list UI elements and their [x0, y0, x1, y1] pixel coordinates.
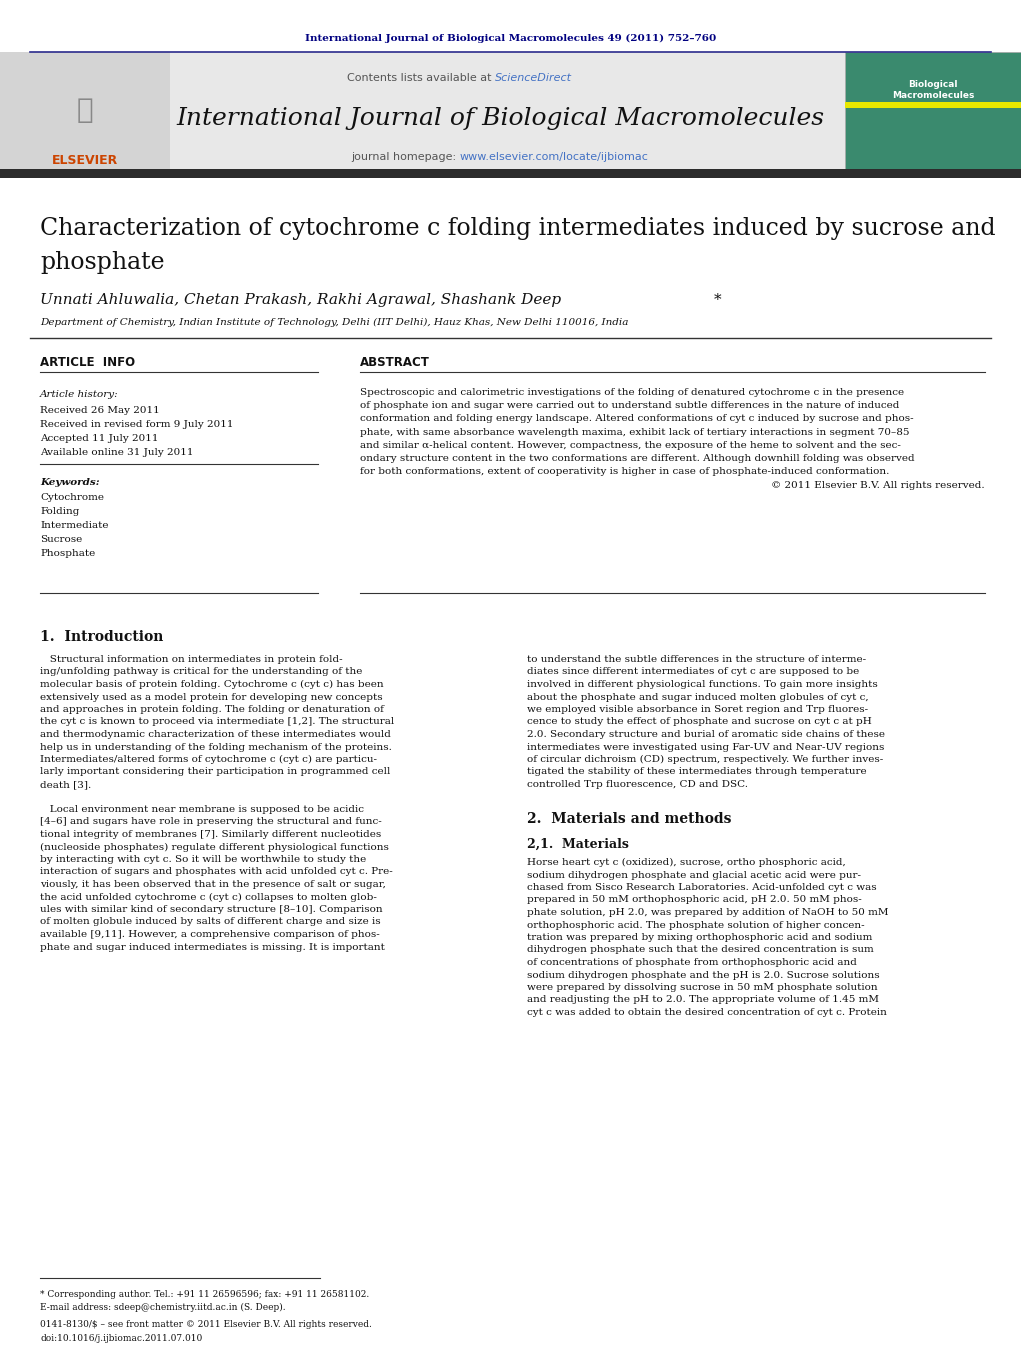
Text: Spectroscopic and calorimetric investigations of the folding of denatured cytoch: Spectroscopic and calorimetric investiga… [360, 388, 905, 397]
Text: Cytochrome: Cytochrome [40, 493, 104, 503]
Text: 1.  Introduction: 1. Introduction [40, 630, 163, 644]
Text: E-mail address: sdeep@chemistry.iitd.ac.in (S. Deep).: E-mail address: sdeep@chemistry.iitd.ac.… [40, 1302, 286, 1312]
Bar [845, 51, 1021, 176]
Text: ules with similar kind of secondary structure [8–10]. Comparison: ules with similar kind of secondary stru… [40, 905, 383, 915]
Text: 2,1.  Materials: 2,1. Materials [527, 838, 629, 851]
Text: cyt c was added to obtain the desired concentration of cyt c. Protein: cyt c was added to obtain the desired co… [527, 1008, 887, 1017]
Text: about the phosphate and sugar induced molten globules of cyt c,: about the phosphate and sugar induced mo… [527, 693, 869, 701]
Text: International Journal of Biological Macromolecules: International Journal of Biological Macr… [176, 107, 824, 130]
Text: © 2011 Elsevier B.V. All rights reserved.: © 2011 Elsevier B.V. All rights reserved… [772, 481, 985, 490]
Text: intermediates were investigated using Far-UV and Near-UV regions: intermediates were investigated using Fa… [527, 743, 884, 751]
Text: and approaches in protein folding. The folding or denaturation of: and approaches in protein folding. The f… [40, 705, 384, 713]
Text: Folding: Folding [40, 507, 80, 516]
Text: Available online 31 July 2011: Available online 31 July 2011 [40, 449, 194, 457]
Text: www.elsevier.com/locate/ijbiomac: www.elsevier.com/locate/ijbiomac [460, 153, 649, 162]
Text: were prepared by dissolving sucrose in 50 mM phosphate solution: were prepared by dissolving sucrose in 5… [527, 984, 878, 992]
Text: phate solution, pH 2.0, was prepared by addition of NaOH to 50 mM: phate solution, pH 2.0, was prepared by … [527, 908, 888, 917]
Text: ScienceDirect: ScienceDirect [495, 73, 572, 82]
Text: death [3].: death [3]. [40, 780, 91, 789]
Text: 2.0. Secondary structure and burial of aromatic side chains of these: 2.0. Secondary structure and burial of a… [527, 730, 885, 739]
Text: extensively used as a model protein for developing new concepts: extensively used as a model protein for … [40, 693, 383, 701]
Text: the cyt c is known to proceed via intermediate [1,2]. The structural: the cyt c is known to proceed via interm… [40, 717, 394, 727]
Text: to understand the subtle differences in the structure of interme-: to understand the subtle differences in … [527, 655, 866, 663]
Text: Intermediate: Intermediate [40, 521, 108, 530]
Text: phate, with same absorbance wavelength maxima, exhibit lack of tertiary interact: phate, with same absorbance wavelength m… [360, 428, 910, 436]
Text: Sucrose: Sucrose [40, 535, 83, 544]
Text: of phosphate ion and sugar were carried out to understand subtle differences in : of phosphate ion and sugar were carried … [360, 401, 900, 411]
Text: Contents lists available at: Contents lists available at [347, 73, 495, 82]
Text: Intermediates/altered forms of cytochrome c (cyt c) are particu-: Intermediates/altered forms of cytochrom… [40, 755, 377, 765]
Text: International Journal of Biological Macromolecules 49 (2011) 752–760: International Journal of Biological Macr… [305, 34, 717, 43]
Text: molecular basis of protein folding. Cytochrome c (cyt c) has been: molecular basis of protein folding. Cyto… [40, 680, 384, 689]
Text: sodium dihydrogen phosphate and the pH is 2.0. Sucrose solutions: sodium dihydrogen phosphate and the pH i… [527, 970, 880, 979]
Text: ABSTRACT: ABSTRACT [360, 355, 430, 369]
Text: tional integrity of membranes [7]. Similarly different nucleotides: tional integrity of membranes [7]. Simil… [40, 830, 381, 839]
Text: Structural information on intermediates in protein fold-: Structural information on intermediates … [40, 655, 343, 663]
Text: tration was prepared by mixing orthophosphoric acid and sodium: tration was prepared by mixing orthophos… [527, 934, 872, 942]
Text: Phosphate: Phosphate [40, 549, 95, 558]
Text: tigated the stability of these intermediates through temperature: tigated the stability of these intermedi… [527, 767, 867, 777]
Text: doi:10.1016/j.ijbiomac.2011.07.010: doi:10.1016/j.ijbiomac.2011.07.010 [40, 1333, 202, 1343]
Text: chased from Sisco Research Laboratories. Acid-unfolded cyt c was: chased from Sisco Research Laboratories.… [527, 884, 877, 892]
Text: available [9,11]. However, a comprehensive comparison of phos-: available [9,11]. However, a comprehensi… [40, 929, 380, 939]
Text: for both conformations, extent of cooperativity is higher in case of phosphate-i: for both conformations, extent of cooper… [360, 467, 889, 476]
Text: Keywords:: Keywords: [40, 478, 100, 486]
Text: sodium dihydrogen phosphate and glacial acetic acid were pur-: sodium dihydrogen phosphate and glacial … [527, 870, 861, 880]
Text: interaction of sugars and phosphates with acid unfolded cyt c. Pre-: interaction of sugars and phosphates wit… [40, 867, 393, 877]
Text: Biological
Macromolecules: Biological Macromolecules [891, 80, 974, 100]
Text: 0141-8130/$ – see front matter © 2011 Elsevier B.V. All rights reserved.: 0141-8130/$ – see front matter © 2011 El… [40, 1320, 372, 1329]
Bar [0, 51, 1021, 176]
Text: cence to study the effect of phosphate and sucrose on cyt c at pH: cence to study the effect of phosphate a… [527, 717, 872, 727]
Text: phosphate: phosphate [40, 251, 164, 274]
Bar [0, 169, 1021, 178]
Text: the acid unfolded cytochrome c (cyt c) collapses to molten glob-: the acid unfolded cytochrome c (cyt c) c… [40, 893, 377, 901]
Text: ARTICLE  INFO: ARTICLE INFO [40, 355, 135, 369]
Text: Characterization of cytochrome c folding intermediates induced by sucrose and: Characterization of cytochrome c folding… [40, 216, 995, 239]
Text: conformation and folding energy landscape. Altered conformations of cyt c induce: conformation and folding energy landscap… [360, 415, 914, 423]
Text: and thermodynamic characterization of these intermediates would: and thermodynamic characterization of th… [40, 730, 391, 739]
Text: Article history:: Article history: [40, 390, 118, 399]
Bar [0, 51, 171, 176]
Text: Accepted 11 July 2011: Accepted 11 July 2011 [40, 434, 158, 443]
Text: Received in revised form 9 July 2011: Received in revised form 9 July 2011 [40, 420, 234, 430]
Text: prepared in 50 mM orthophosphoric acid, pH 2.0. 50 mM phos-: prepared in 50 mM orthophosphoric acid, … [527, 896, 862, 905]
Text: and similar α-helical content. However, compactness, the exposure of the heme to: and similar α-helical content. However, … [360, 440, 901, 450]
Text: 🌳: 🌳 [77, 96, 93, 124]
Text: larly important considering their participation in programmed cell: larly important considering their partic… [40, 767, 390, 777]
Text: *: * [714, 293, 722, 307]
Text: journal homepage:: journal homepage: [351, 153, 460, 162]
Text: of concentrations of phosphate from orthophosphoric acid and: of concentrations of phosphate from orth… [527, 958, 857, 967]
Text: and readjusting the pH to 2.0. The appropriate volume of 1.45 mM: and readjusting the pH to 2.0. The appro… [527, 996, 879, 1005]
Text: ELSEVIER: ELSEVIER [52, 154, 118, 166]
Text: viously, it has been observed that in the presence of salt or sugar,: viously, it has been observed that in th… [40, 880, 386, 889]
Text: Department of Chemistry, Indian Institute of Technology, Delhi (IIT Delhi), Hauz: Department of Chemistry, Indian Institut… [40, 317, 628, 327]
Text: (nucleoside phosphates) regulate different physiological functions: (nucleoside phosphates) regulate differe… [40, 843, 389, 851]
Text: phate and sugar induced intermediates is missing. It is important: phate and sugar induced intermediates is… [40, 943, 385, 951]
Text: involved in different physiological functions. To gain more insights: involved in different physiological func… [527, 680, 878, 689]
Text: orthophosphoric acid. The phosphate solution of higher concen-: orthophosphoric acid. The phosphate solu… [527, 920, 865, 929]
Text: dihydrogen phosphate such that the desired concentration is sum: dihydrogen phosphate such that the desir… [527, 946, 874, 955]
Text: * Corresponding author. Tel.: +91 11 26596596; fax: +91 11 26581102.: * Corresponding author. Tel.: +91 11 265… [40, 1290, 370, 1300]
Text: by interacting with cyt c. So it will be worthwhile to study the: by interacting with cyt c. So it will be… [40, 855, 367, 865]
Text: Received 26 May 2011: Received 26 May 2011 [40, 407, 159, 415]
Text: ondary structure content in the two conformations are different. Although downhi: ondary structure content in the two conf… [360, 454, 915, 463]
Text: controlled Trp fluorescence, CD and DSC.: controlled Trp fluorescence, CD and DSC. [527, 780, 748, 789]
Text: 2.  Materials and methods: 2. Materials and methods [527, 812, 731, 825]
Text: Unnati Ahluwalia, Chetan Prakash, Rakhi Agrawal, Shashank Deep: Unnati Ahluwalia, Chetan Prakash, Rakhi … [40, 293, 562, 307]
Text: of molten globule induced by salts of different charge and size is: of molten globule induced by salts of di… [40, 917, 381, 927]
Text: [4–6] and sugars have role in preserving the structural and func-: [4–6] and sugars have role in preserving… [40, 817, 382, 827]
Text: Local environment near membrane is supposed to be acidic: Local environment near membrane is suppo… [40, 805, 364, 815]
Text: help us in understanding of the folding mechanism of the proteins.: help us in understanding of the folding … [40, 743, 392, 751]
Text: we employed visible absorbance in Soret region and Trp fluores-: we employed visible absorbance in Soret … [527, 705, 868, 713]
Text: ing/unfolding pathway is critical for the understanding of the: ing/unfolding pathway is critical for th… [40, 667, 362, 677]
Text: of circular dichroism (CD) spectrum, respectively. We further inves-: of circular dichroism (CD) spectrum, res… [527, 755, 883, 765]
Text: Horse heart cyt c (oxidized), sucrose, ortho phosphoric acid,: Horse heart cyt c (oxidized), sucrose, o… [527, 858, 845, 867]
Text: diates since different intermediates of cyt c are supposed to be: diates since different intermediates of … [527, 667, 860, 677]
Bar [845, 101, 1021, 108]
